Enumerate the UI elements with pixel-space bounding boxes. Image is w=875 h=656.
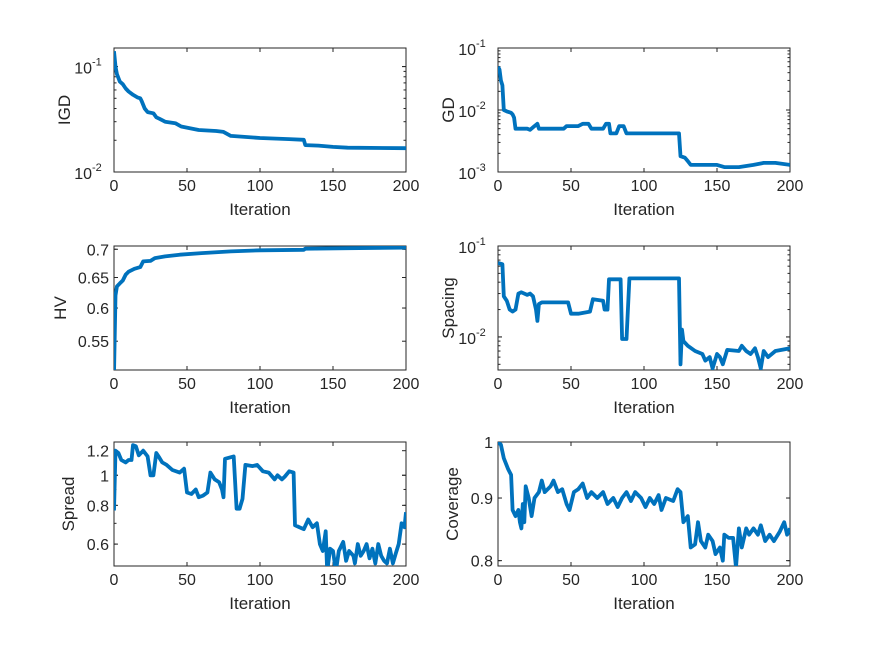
x-tick-label: 0 <box>110 178 119 195</box>
y-tick-exponent: -1 <box>476 38 486 50</box>
series-line-spacing <box>498 261 790 370</box>
x-tick-label: 200 <box>393 178 420 195</box>
x-tick-label: 0 <box>494 572 503 589</box>
y-axis-label: GD <box>439 97 458 123</box>
x-tick-label: 50 <box>562 178 580 195</box>
y-tick-label: 0.6 <box>87 301 109 318</box>
series-line-coverage <box>498 442 790 566</box>
y-tick-label: 0.65 <box>78 271 109 288</box>
y-tick-label: 10 <box>458 104 476 121</box>
y-tick-exponent: -2 <box>476 100 486 112</box>
x-tick-label: 200 <box>777 572 804 589</box>
axes-box <box>113 441 407 567</box>
x-tick-label: 150 <box>704 376 731 393</box>
x-tick-label: 200 <box>777 376 804 393</box>
y-tick-label: 10 <box>458 240 476 257</box>
y-tick-exponent: -1 <box>92 57 102 69</box>
series-line-igd <box>114 51 406 151</box>
y-tick-label: 0.7 <box>87 242 109 259</box>
x-tick-label: 100 <box>247 376 274 393</box>
y-tick-label: 10 <box>74 166 92 183</box>
x-tick-label: 100 <box>631 572 658 589</box>
x-tick-label: 150 <box>704 178 731 195</box>
x-tick-label: 200 <box>393 572 420 589</box>
x-tick-label: 150 <box>704 572 731 589</box>
x-tick-label: 100 <box>631 178 658 195</box>
y-tick-exponent: -2 <box>476 327 486 339</box>
x-tick-label: 200 <box>393 376 420 393</box>
y-tick-exponent: -1 <box>476 236 486 248</box>
y-tick-label: 1 <box>100 468 109 485</box>
x-axis-label: Iteration <box>613 398 674 417</box>
axes-box <box>497 47 791 173</box>
x-tick-label: 50 <box>178 376 196 393</box>
y-tick-label: 10 <box>74 61 92 78</box>
x-tick-label: 0 <box>110 376 119 393</box>
x-axis-label: Iteration <box>229 594 290 613</box>
x-axis-label: Iteration <box>613 200 674 219</box>
subplot-coverage: 0 50 100 150 200 1 0.9 0.8 Iteration Coverage <box>443 435 803 613</box>
y-tick-label: 10 <box>458 42 476 59</box>
y-axis-label: Spread <box>59 477 78 532</box>
x-tick-label: 100 <box>631 376 658 393</box>
series-line-gd <box>498 65 790 170</box>
x-tick-label: 100 <box>247 178 274 195</box>
series-line-spread <box>114 443 406 566</box>
y-tick-exponent: -2 <box>92 162 102 174</box>
x-tick-label: 50 <box>562 376 580 393</box>
y-axis-label: Coverage <box>443 467 462 541</box>
y-tick-label: 0.55 <box>78 334 109 351</box>
y-tick-label: 0.6 <box>87 537 109 554</box>
y-tick-label: 1 <box>484 435 493 452</box>
y-tick-label: 0.8 <box>471 554 493 571</box>
series-line-hv <box>114 246 406 370</box>
x-tick-label: 150 <box>320 572 347 589</box>
x-tick-label: 0 <box>494 376 503 393</box>
subplot-spread: 0 50 100 150 200 1.2 1 0.8 0.6 Iteration Spread <box>59 441 420 613</box>
y-axis-label: Spacing <box>439 277 458 338</box>
x-tick-label: 50 <box>562 572 580 589</box>
subplot-hv: 0 50 100 150 200 0.7 0.65 0.6 0.55 Iteration HV <box>51 242 419 417</box>
x-tick-label: 0 <box>494 178 503 195</box>
x-tick-label: 0 <box>110 572 119 589</box>
x-axis-label: Iteration <box>613 594 674 613</box>
x-axis-label: Iteration <box>229 200 290 219</box>
y-tick-label: 0.8 <box>87 498 109 515</box>
x-tick-label: 100 <box>247 572 274 589</box>
axes-box <box>113 245 407 371</box>
y-tick-label: 10 <box>458 166 476 183</box>
y-axis-label: HV <box>51 296 70 320</box>
x-tick-label: 150 <box>320 178 347 195</box>
x-tick-label: 50 <box>178 178 196 195</box>
y-tick-exponent: -3 <box>476 162 486 174</box>
x-tick-label: 150 <box>320 376 347 393</box>
x-tick-label: 50 <box>178 572 196 589</box>
x-tick-label: 200 <box>777 178 804 195</box>
y-axis-label: IGD <box>55 95 74 125</box>
y-tick-label: 0.9 <box>471 491 493 508</box>
x-axis-label: Iteration <box>229 398 290 417</box>
y-tick-label: 10 <box>458 331 476 348</box>
axes-box <box>113 47 407 173</box>
y-tick-label: 1.2 <box>87 444 109 461</box>
